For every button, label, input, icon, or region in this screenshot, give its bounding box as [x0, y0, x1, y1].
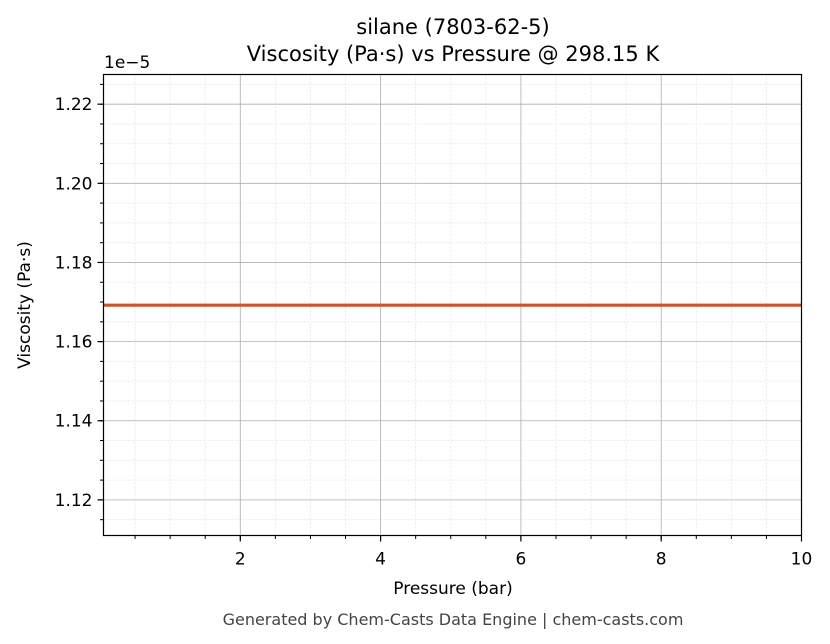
y-tick-label: 1.20: [55, 174, 93, 194]
x-tick-label: 8: [656, 550, 667, 570]
y-axis-label: Viscosity (Pa·s): [15, 241, 35, 369]
y-offset-label: 1e−5: [104, 53, 150, 73]
chart-title-line1: silane (7803-62-5): [356, 15, 549, 39]
x-tick-label: 2: [235, 550, 246, 570]
y-tick-label: 1.22: [55, 95, 93, 115]
x-axis-label: Pressure (bar): [393, 579, 512, 599]
footer-text: Generated by Chem-Casts Data Engine | ch…: [223, 610, 684, 629]
y-tick-label: 1.16: [55, 333, 93, 353]
chart-title-line2: Viscosity (Pa·s) vs Pressure @ 298.15 K: [247, 42, 661, 66]
ticks-layer: 2 4 6 8 10 1.12 1.14 1.16 1.18 1.20 1.22: [55, 83, 813, 570]
x-tick-label: 4: [375, 550, 386, 570]
y-tick-label: 1.14: [55, 412, 93, 432]
plot-frame: [102, 73, 803, 537]
x-tick-label: 10: [791, 550, 813, 570]
y-tick-label: 1.12: [55, 491, 93, 511]
y-tick-label: 1.18: [55, 253, 93, 273]
x-tick-label: 6: [515, 550, 526, 570]
